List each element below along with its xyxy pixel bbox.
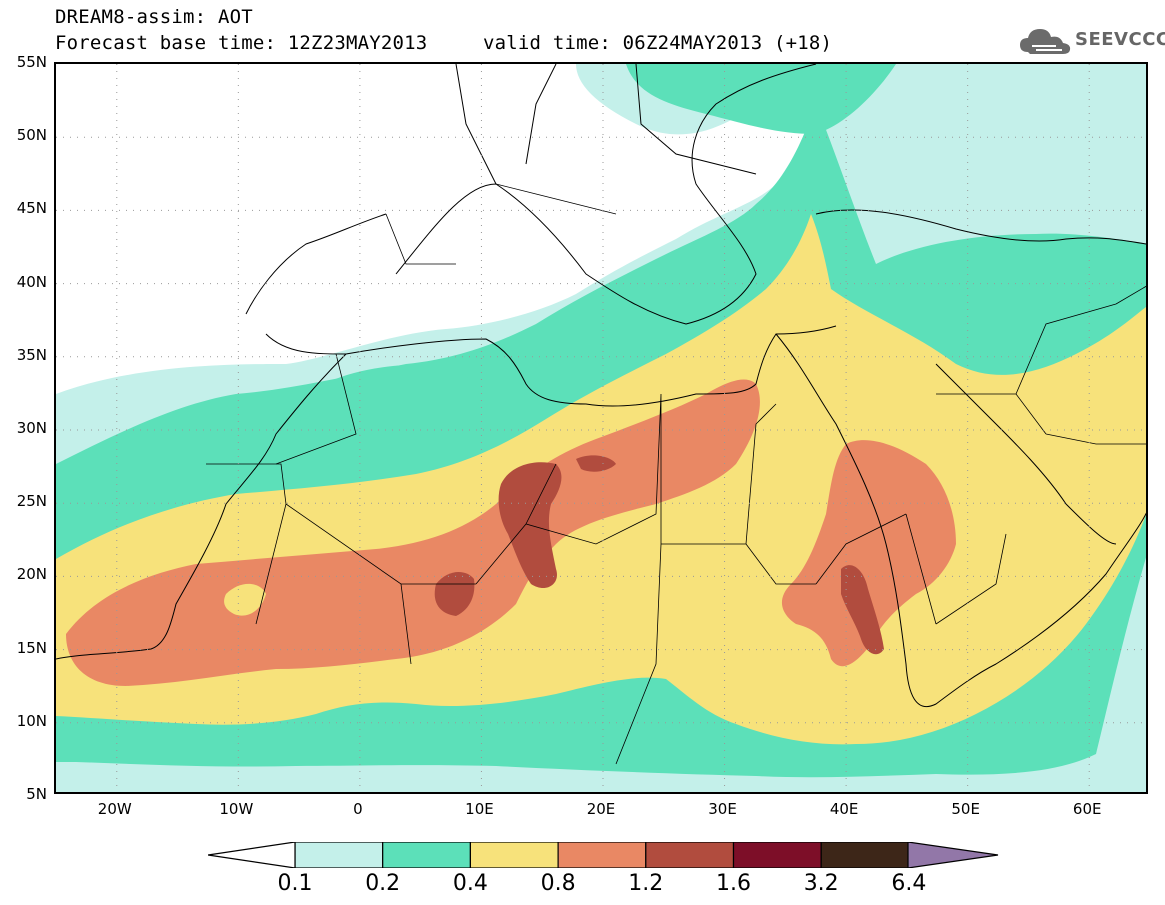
coastlines xyxy=(56,64,1146,707)
contour-hole xyxy=(224,583,266,616)
lat-label: 15N xyxy=(16,638,47,657)
cloud-icon xyxy=(1020,29,1071,54)
colorbar-segment xyxy=(382,842,471,868)
lat-label: 10N xyxy=(16,711,47,730)
colorbar-segment xyxy=(557,842,647,868)
valid-time: valid time: 06Z24MAY2013 (+18) xyxy=(483,32,833,54)
colorbar-segment xyxy=(294,842,384,868)
lat-label: 50N xyxy=(16,126,47,145)
lat-label: 25N xyxy=(16,492,47,511)
colorbar-left-arrow xyxy=(208,842,296,868)
colorbar-label: 1.2 xyxy=(628,871,664,896)
colorbar-label: 0.2 xyxy=(365,871,401,896)
colorbar xyxy=(208,842,999,868)
map-canvas xyxy=(56,64,1146,792)
lon-label: 50E xyxy=(951,800,980,818)
seevccc-logo: SEEVCCC xyxy=(1018,24,1165,58)
lat-label: 30N xyxy=(16,419,47,437)
lon-label: 20E xyxy=(586,800,616,818)
aot-map xyxy=(54,62,1148,794)
colorbar-segment xyxy=(820,842,910,868)
lat-label: 45N xyxy=(16,199,47,218)
colorbar-segment xyxy=(645,842,735,868)
lat-label: 55N xyxy=(16,53,47,71)
map-grid xyxy=(56,64,1146,792)
lat-label: 20N xyxy=(16,565,47,584)
colorbar-label: 0.4 xyxy=(452,871,488,896)
lon-label: 20W xyxy=(97,800,132,818)
colorbar-right-arrow xyxy=(907,842,999,868)
lon-label: 10E xyxy=(465,800,494,818)
colorbar-segment xyxy=(732,842,822,868)
lon-label: 40E xyxy=(829,800,859,818)
country-borders xyxy=(206,183,1146,765)
colorbar-label: 0.8 xyxy=(540,871,576,896)
lon-label: 10W xyxy=(219,800,254,818)
lon-label: 0 xyxy=(353,800,363,818)
lon-label: 60E xyxy=(1072,800,1102,818)
lon-label: 30E xyxy=(708,800,737,818)
colorbar-label: 3.2 xyxy=(803,871,839,896)
lat-label: 5N xyxy=(26,785,47,803)
lat-label: 40N xyxy=(16,272,47,291)
map-title: DREAM8-assim: AOT xyxy=(55,6,253,28)
colorbar-segment xyxy=(469,842,559,868)
colorbar-label: 0.1 xyxy=(277,871,313,896)
colorbar-label: 1.6 xyxy=(716,871,751,896)
forecast-base-time: Forecast base time: 12Z23MAY2013 xyxy=(55,32,428,54)
colorbar-label: 6.4 xyxy=(891,871,927,896)
logo-text: SEEVCCC xyxy=(1075,29,1165,50)
lat-label: 35N xyxy=(16,345,47,364)
